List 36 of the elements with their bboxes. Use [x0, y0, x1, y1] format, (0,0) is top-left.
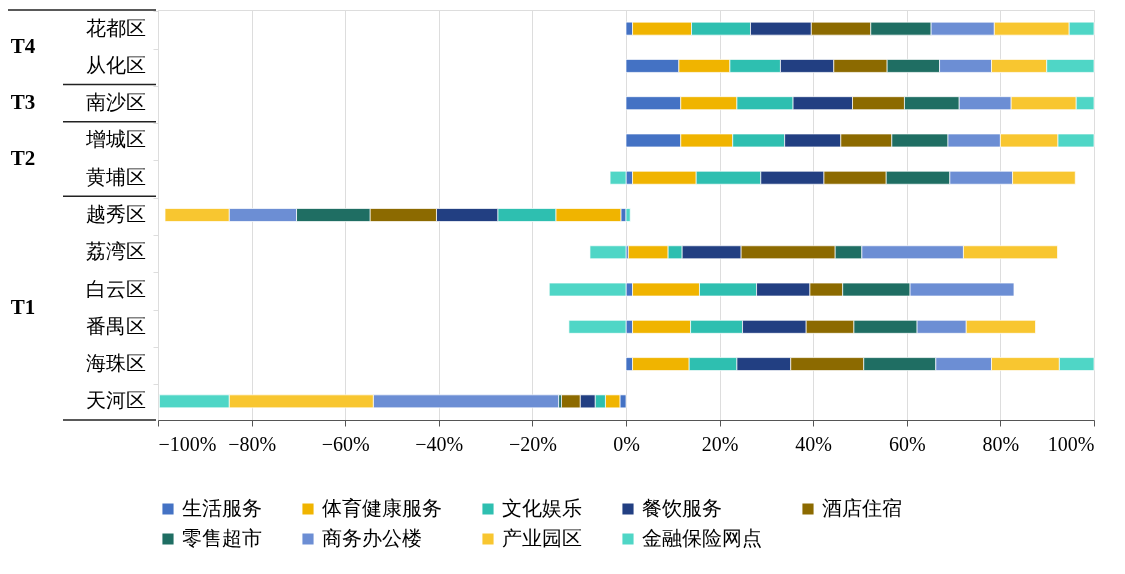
y-tick-label: 白云区	[85, 277, 146, 300]
x-tick-label: 60%	[888, 432, 926, 455]
text: T1	[10, 295, 36, 320]
x-tick-label: −60%	[321, 432, 370, 455]
x-tick-label: 0%	[613, 432, 640, 455]
x-tick-label: 40%	[795, 432, 833, 455]
x-tick-label: −20%	[508, 432, 557, 455]
legend-label: 金融保险网点	[642, 527, 762, 549]
text: T4	[10, 34, 36, 59]
legend-label: 零售超市	[182, 527, 262, 549]
x-tick-label: 20%	[701, 432, 739, 455]
y-tick-label: 番禺区	[85, 314, 146, 337]
legend-label: 酒店住宿	[822, 497, 902, 519]
y-tick-label: 增城区	[84, 128, 146, 151]
legend-label: 餐饮服务	[642, 497, 722, 519]
x-tick-label: −40%	[415, 432, 464, 455]
text: T3	[10, 90, 36, 115]
y-tick-label: 越秀区	[85, 203, 146, 225]
y-tick-label: 花都区	[85, 16, 146, 39]
y-tick-label: 荔湾区	[85, 240, 146, 263]
legend-label: 产业园区	[502, 527, 582, 549]
legend-label: 文化娱乐	[502, 497, 582, 519]
x-tick-label: −80%	[228, 432, 277, 455]
y-tick-label: 黄埔区	[85, 165, 146, 188]
y-tick-label: 天河区	[85, 389, 146, 412]
legend-label: 体育健康服务	[322, 497, 442, 519]
x-tick-label: 100%	[1047, 432, 1095, 455]
y-tick-label: 南沙区	[85, 91, 146, 114]
x-tick-label: 80%	[982, 432, 1020, 455]
bar	[625, 208, 631, 222]
legend-label: 商务办公楼	[322, 527, 422, 549]
x-tick-label: −100%	[158, 432, 217, 455]
legend-label: 生活服务	[182, 497, 262, 519]
y-tick-label: 从化区	[85, 53, 146, 76]
y-tick-label: 海珠区	[85, 352, 146, 375]
text: T2	[10, 146, 36, 171]
